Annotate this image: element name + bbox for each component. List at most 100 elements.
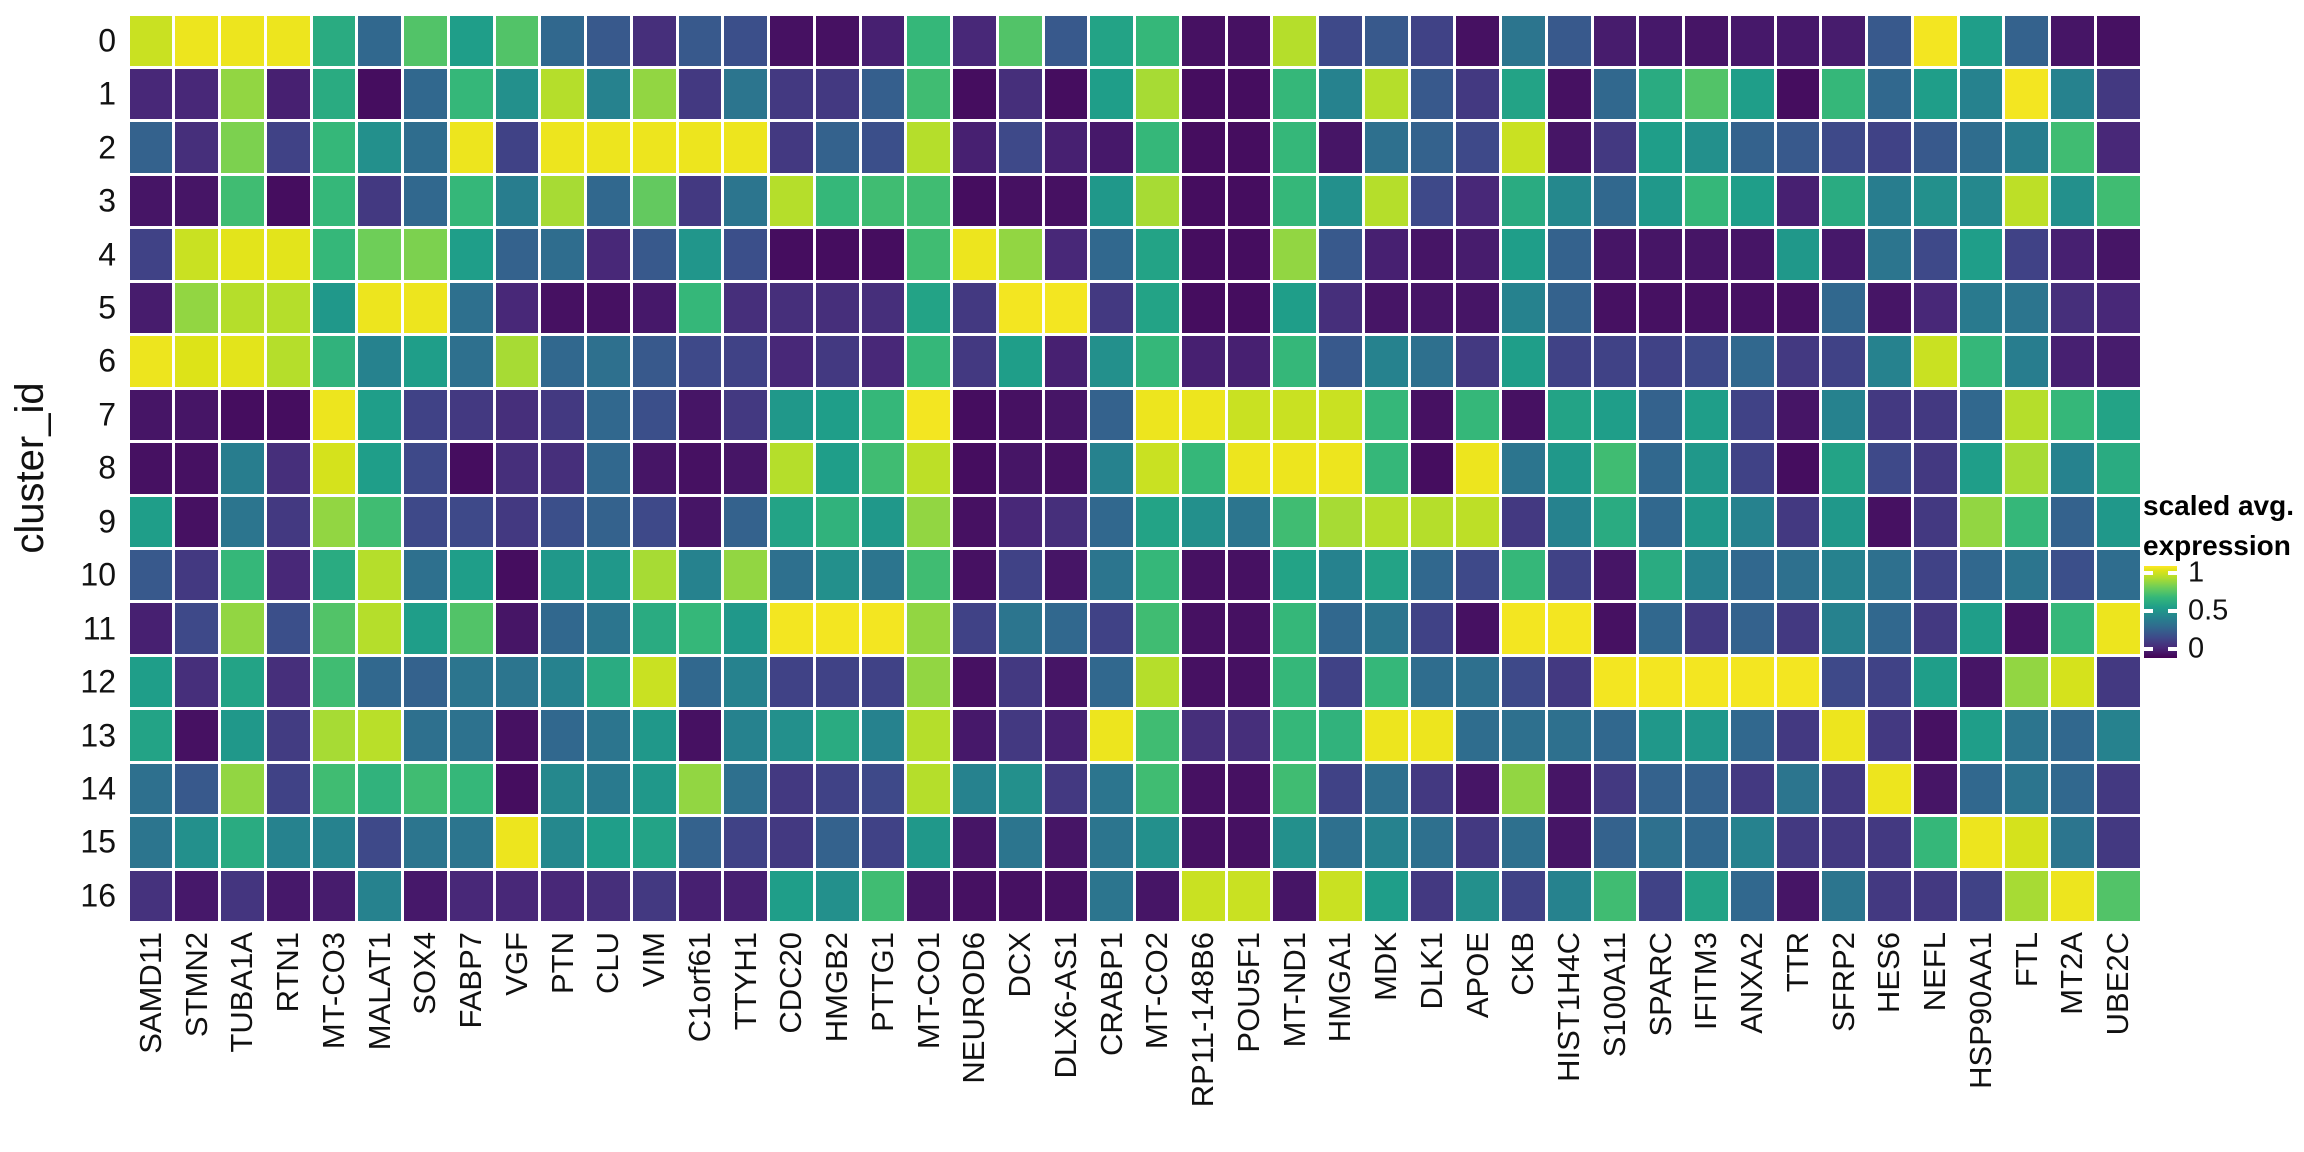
heatmap-cell <box>998 389 1042 441</box>
heatmap-cell <box>1456 550 1499 601</box>
heatmap-cell <box>632 15 676 66</box>
heatmap-cell <box>221 15 264 66</box>
heatmap-cell <box>449 122 493 173</box>
heatmap-cell <box>1913 870 1957 922</box>
heatmap-cell <box>1456 389 1499 441</box>
heatmap-cell <box>358 817 401 868</box>
heatmap-cell <box>1547 550 1591 601</box>
heatmap-cell <box>587 763 630 815</box>
heatmap-cell <box>1639 817 1682 868</box>
heatmap-cell <box>129 656 173 708</box>
heatmap-cell <box>1502 389 1545 441</box>
heatmap-cell <box>1685 496 1728 547</box>
heatmap-cell <box>541 68 584 120</box>
heatmap-cell <box>2005 496 2048 547</box>
heatmap-cell <box>175 710 218 761</box>
heatmap-cell <box>1776 15 1820 66</box>
x-axis-label: MT2A <box>2054 932 2090 1015</box>
heatmap-cell <box>1593 710 1637 761</box>
heatmap-cell <box>1273 870 1316 922</box>
heatmap-cell <box>815 656 859 708</box>
heatmap-cell <box>724 336 767 387</box>
heatmap-cell <box>861 175 905 227</box>
heatmap-cell <box>1136 870 1179 922</box>
heatmap-cell <box>1136 656 1179 708</box>
heatmap-cell <box>1502 656 1545 708</box>
x-axis-label: TTYH1 <box>727 932 763 1031</box>
heatmap-cell <box>1319 550 1362 601</box>
heatmap-cell <box>312 763 356 815</box>
heatmap-cell <box>1868 282 1911 334</box>
heatmap-cell <box>1044 496 1088 547</box>
heatmap-cell <box>632 817 676 868</box>
heatmap-cell <box>1044 15 1088 66</box>
heatmap-cell <box>266 763 310 815</box>
heatmap-cell <box>404 656 447 708</box>
heatmap-cell <box>1410 175 1454 227</box>
heatmap-cell <box>1502 229 1545 280</box>
heatmap-cell <box>1959 336 2003 387</box>
heatmap-cell <box>1502 282 1545 334</box>
heatmap-cell <box>1868 763 1911 815</box>
heatmap-cell <box>1410 603 1454 654</box>
heatmap-cell <box>541 15 584 66</box>
heatmap-cell <box>1502 15 1545 66</box>
x-axis-label: TTR <box>1779 932 1815 993</box>
heatmap-cell <box>907 870 950 922</box>
heatmap-cell <box>770 603 813 654</box>
heatmap-cell <box>1959 122 2003 173</box>
heatmap-cell <box>1090 15 1133 66</box>
heatmap-cell <box>129 389 173 441</box>
heatmap-cell <box>724 443 767 494</box>
legend-tick-dash <box>2168 571 2177 575</box>
heatmap-cell <box>1685 175 1728 227</box>
heatmap-cell <box>1959 870 2003 922</box>
heatmap-cell <box>953 603 996 654</box>
heatmap-cell <box>1593 763 1637 815</box>
heatmap-cell <box>2096 122 2140 173</box>
heatmap-cell <box>632 282 676 334</box>
heatmap-cell <box>449 763 493 815</box>
heatmap-cell <box>1547 870 1591 922</box>
heatmap-cell <box>1639 229 1682 280</box>
heatmap-cell <box>1822 763 1865 815</box>
heatmap-cell <box>1227 122 1271 173</box>
heatmap-cell <box>1319 656 1362 708</box>
heatmap-cell <box>632 389 676 441</box>
heatmap-cell <box>2005 656 2048 708</box>
heatmap-cell <box>129 443 173 494</box>
heatmap-cell <box>1593 229 1637 280</box>
x-axis-label: SOX4 <box>407 932 443 1015</box>
heatmap-cell <box>1730 229 1774 280</box>
heatmap-cell <box>998 336 1042 387</box>
heatmap-cell <box>1913 443 1957 494</box>
x-axis-label: RTN1 <box>270 932 306 1013</box>
heatmap-cell <box>541 389 584 441</box>
heatmap-cell <box>1456 229 1499 280</box>
x-axis-label: C1orf61 <box>681 932 717 1043</box>
heatmap-cell <box>1959 229 2003 280</box>
heatmap-cell <box>266 15 310 66</box>
heatmap-cell <box>587 389 630 441</box>
heatmap-cell <box>1410 656 1454 708</box>
heatmap-cell <box>1456 282 1499 334</box>
x-axis-label: SPARC <box>1642 932 1678 1037</box>
heatmap-cell <box>998 68 1042 120</box>
heatmap-cell <box>404 282 447 334</box>
heatmap-cell <box>815 550 859 601</box>
heatmap-cell <box>495 710 539 761</box>
heatmap-cell <box>1410 389 1454 441</box>
heatmap-cell <box>770 710 813 761</box>
heatmap-cell <box>953 336 996 387</box>
heatmap-cell <box>1227 603 1271 654</box>
x-axis-label: MT-CO1 <box>910 932 946 1050</box>
heatmap-cell <box>2051 603 2094 654</box>
heatmap-cell <box>221 282 264 334</box>
heatmap-cell <box>312 68 356 120</box>
heatmap-cell <box>724 389 767 441</box>
heatmap-cell <box>678 336 722 387</box>
heatmap-cell <box>1319 336 1362 387</box>
heatmap-cell <box>1273 656 1316 708</box>
heatmap-cell <box>861 710 905 761</box>
heatmap-cell <box>1273 710 1316 761</box>
